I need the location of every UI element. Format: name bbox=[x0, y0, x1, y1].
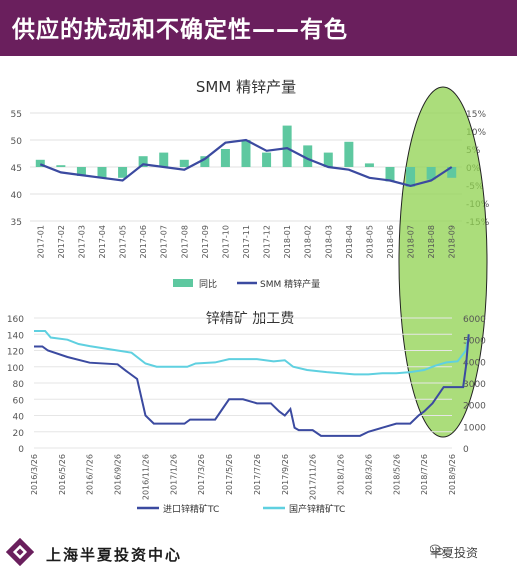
chart1-xtick-label: 2017-01 bbox=[36, 225, 45, 258]
chart1-ytick-label: 45 bbox=[11, 164, 22, 174]
chart1-xtick-label: 2018-03 bbox=[324, 225, 333, 258]
chart1-bar bbox=[282, 125, 292, 167]
chart1-xtick-label: 2018-06 bbox=[386, 225, 395, 258]
chart1-bar bbox=[159, 152, 169, 167]
chart2-xtick-label: 2018/7/26 bbox=[420, 454, 429, 495]
wechat-name: 半夏投资 bbox=[430, 546, 479, 560]
chart2-y2tick-label: 4000 bbox=[463, 358, 486, 368]
chart1-legend-swatch-bar bbox=[173, 279, 193, 287]
chart2-ytick-label: 20 bbox=[13, 429, 25, 439]
chart1-xtick-label: 2017-10 bbox=[221, 225, 230, 258]
highlight-ellipse bbox=[398, 86, 488, 438]
chart1-xtick-label: 2017-03 bbox=[77, 225, 86, 258]
chart2-xtick-label: 2016/11/26 bbox=[141, 454, 150, 500]
chart2-legend-label-import: 进口锌精矿TC bbox=[163, 503, 219, 515]
chart2-y2tick-label: 1000 bbox=[463, 423, 486, 433]
chart1-xtick-label: 2018-04 bbox=[345, 225, 354, 258]
chart2-ytick-label: 0 bbox=[18, 445, 24, 455]
header-bar: 供应的扰动和不确定性——有色 bbox=[0, 0, 517, 56]
chart1-legend-label-bar: 同比 bbox=[199, 278, 217, 290]
chart1-bar bbox=[262, 152, 272, 167]
chart1-xtick-label: 2017-07 bbox=[160, 225, 169, 258]
chart1-xtick-label: 2017-02 bbox=[57, 225, 66, 258]
chart2-ytick-label: 80 bbox=[13, 380, 25, 390]
chart1-y2tick-label: 15% bbox=[466, 110, 486, 120]
chart2-xtick-label: 2017/1/26 bbox=[169, 454, 178, 495]
chart2-xtick-label: 2017/3/26 bbox=[197, 454, 206, 495]
chart1-ytick-label: 55 bbox=[11, 110, 22, 120]
chart2-legend-label-domestic: 国产锌精矿TC bbox=[289, 503, 345, 515]
chart1-xtick-label: 2018-05 bbox=[365, 225, 374, 258]
chart1-xtick-label: 2017-08 bbox=[180, 225, 189, 258]
chart1-xtick-label: 2018-08 bbox=[427, 225, 436, 258]
chart1-legend-label-line: SMM 精锌产量 bbox=[260, 278, 320, 290]
chart2-xtick-label: 2016/3/26 bbox=[30, 454, 39, 495]
chart2-xtick-label: 2016/9/26 bbox=[114, 454, 123, 495]
chart1-bar bbox=[200, 156, 210, 167]
chart2-xtick-label: 2017/11/26 bbox=[309, 454, 318, 500]
chart1-bar bbox=[56, 165, 66, 167]
chart1-bar bbox=[97, 167, 107, 178]
chart2-xtick-label: 2017/7/26 bbox=[253, 454, 262, 495]
chart2-xtick-label: 2018/9/26 bbox=[448, 454, 457, 495]
chart2-line-domestic-tc bbox=[34, 330, 470, 376]
chart1-title: SMM 精锌产量 bbox=[196, 78, 296, 96]
chart2-xtick-label: 2018/3/26 bbox=[364, 454, 373, 495]
chart1-xtick-label: 2017-12 bbox=[263, 225, 272, 258]
chart1-bar bbox=[138, 156, 148, 167]
chart2-xtick-label: 2016/5/26 bbox=[58, 454, 67, 495]
chart1-ytick-label: 40 bbox=[11, 191, 23, 201]
chart2-xtick-label: 2016/7/26 bbox=[86, 454, 95, 495]
chart1-xtick-label: 2017-05 bbox=[119, 225, 128, 258]
company-name: 上海半夏投资中心 bbox=[46, 546, 183, 564]
chart2-xtick-label: 2017/9/26 bbox=[281, 454, 290, 495]
chart1-xtick-label: 2018-07 bbox=[407, 225, 416, 258]
chart1-bar bbox=[385, 167, 395, 182]
wechat-icon bbox=[430, 544, 444, 556]
chart2-ytick-label: 60 bbox=[13, 396, 25, 406]
chart2-xtick-label: 2017/5/26 bbox=[225, 454, 234, 495]
chart2-ytick-label: 40 bbox=[13, 413, 25, 423]
chart1-xtick-label: 2017-09 bbox=[201, 225, 210, 258]
chart1-bar bbox=[241, 140, 251, 167]
chart1-bar bbox=[303, 145, 313, 167]
chart1-bar bbox=[426, 167, 436, 180]
chart1-bar bbox=[220, 149, 230, 167]
chart1-bar bbox=[364, 163, 374, 167]
chart1-ytick-label: 35 bbox=[11, 218, 22, 228]
company-logo-icon bbox=[6, 538, 34, 566]
chart1-xtick-label: 2018-02 bbox=[304, 225, 313, 258]
chart1-bar bbox=[118, 167, 128, 178]
chart2-ytick-label: 140 bbox=[7, 331, 24, 341]
chart1-bar bbox=[76, 167, 86, 176]
chart1-y2tick-label: 10% bbox=[466, 128, 486, 138]
chart2-ytick-label: 120 bbox=[7, 348, 24, 358]
chart2-ytick-label: 160 bbox=[7, 315, 24, 325]
chart1-bar bbox=[323, 152, 333, 167]
chart1-bar bbox=[447, 167, 457, 178]
chart1-bar bbox=[35, 159, 45, 167]
chart1-bar bbox=[179, 159, 189, 167]
chart1-xtick-label: 2018-09 bbox=[448, 225, 457, 258]
chart2-y2tick-label: 3000 bbox=[463, 380, 486, 390]
chart2-title: 锌精矿 加工费 bbox=[206, 311, 294, 327]
chart1-bar bbox=[344, 141, 354, 167]
chart2-y2tick-label: 5000 bbox=[463, 337, 486, 347]
page-title: 供应的扰动和不确定性——有色 bbox=[12, 17, 348, 43]
chart1-xtick-label: 2017-04 bbox=[98, 225, 107, 258]
chart1-xtick-label: 2018-01 bbox=[283, 225, 292, 258]
chart2-y2tick-label: 2000 bbox=[463, 402, 486, 412]
chart2-xtick-label: 2018/5/26 bbox=[392, 454, 401, 495]
chart2-ytick-label: 100 bbox=[7, 364, 24, 374]
chart2-y2tick-label: 0 bbox=[463, 445, 469, 455]
chart2-xtick-label: 2018/1/26 bbox=[337, 454, 346, 495]
chart1-xtick-label: 2017-06 bbox=[139, 225, 148, 258]
chart2-line-import-tc bbox=[34, 334, 470, 437]
chart1-bar bbox=[406, 167, 416, 187]
chart1-ytick-label: 50 bbox=[11, 137, 23, 147]
chart2-y2tick-label: 6000 bbox=[463, 315, 486, 325]
wechat-badge: 半夏投资 bbox=[430, 544, 478, 561]
chart1-xtick-label: 2017-11 bbox=[242, 225, 251, 258]
